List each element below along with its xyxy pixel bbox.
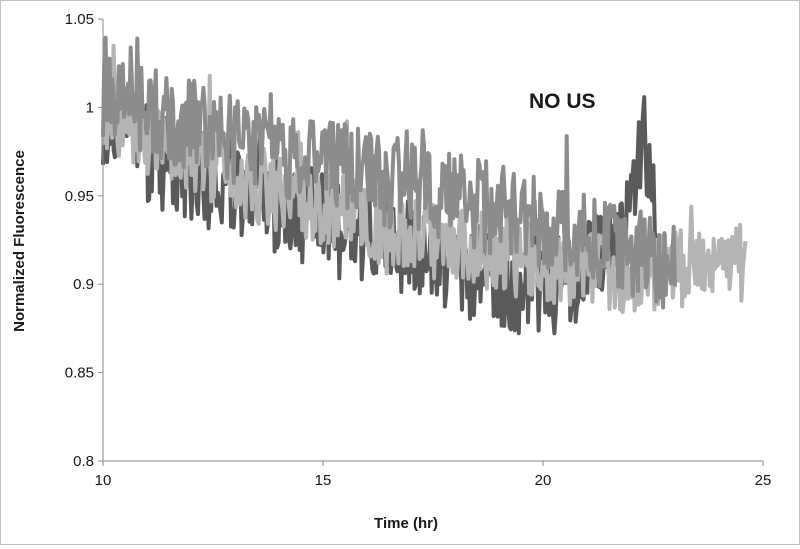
- y-tick-label: 0.8: [73, 453, 94, 470]
- y-tick-label: 1.05: [65, 11, 94, 28]
- x-tick-label: 25: [755, 472, 772, 489]
- y-tick-label: 0.9: [73, 276, 94, 293]
- x-axis-label: Time (hr): [374, 515, 438, 532]
- axes-layer: [102, 19, 763, 462]
- series-line-3: [101, 35, 677, 310]
- y-tick-label: 0.85: [65, 365, 94, 382]
- x-tick-label: 20: [535, 472, 552, 489]
- annotation-no-us: NO US: [529, 90, 596, 113]
- y-tick-label: 0.95: [65, 188, 94, 205]
- y-axis-label: Normalized Fluorescence: [11, 150, 28, 332]
- x-tick-label: 10: [95, 472, 112, 489]
- series-layer: [101, 35, 748, 336]
- y-tick-label: 1: [86, 99, 94, 116]
- ticks-layer: 0.8 0.85 0.9 0.95 1 1.05 10 15 20 25: [65, 11, 772, 489]
- series-line-2: [101, 43, 748, 314]
- x-tick-label: 15: [315, 472, 332, 489]
